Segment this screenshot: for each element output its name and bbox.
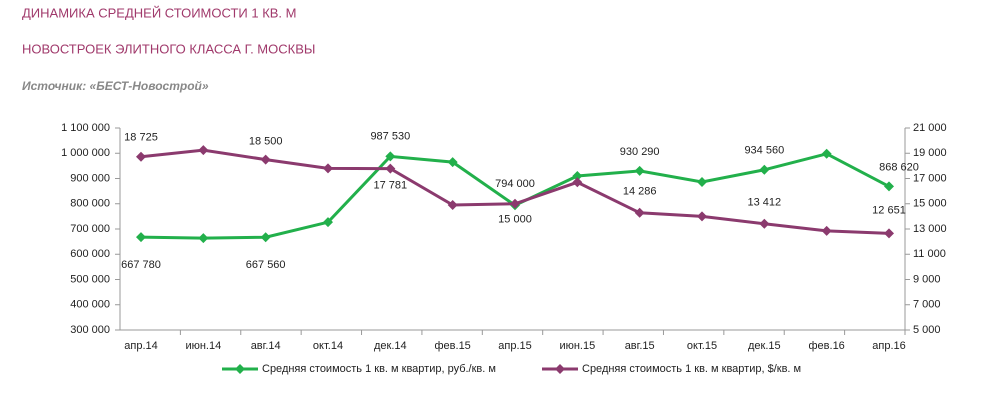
marker [260,232,271,243]
marker [759,164,770,175]
y-tick-label: 1 100 000 [61,122,110,134]
marker [447,200,458,211]
data-label: 18 725 [124,132,158,144]
marker [884,181,894,192]
y2-tick-label: 11 000 [913,248,946,260]
marker [198,233,209,244]
x-tick-label: авг.15 [625,340,655,352]
marker [821,148,832,159]
legend-label: Средняя стоимость 1 кв. м квартир, руб./… [262,363,496,375]
x-tick-label: окт.14 [313,340,343,352]
data-label: 667 560 [246,259,286,271]
x-tick-label: авг.14 [251,340,281,352]
marker [884,228,894,239]
x-tick-label: дек.15 [748,340,781,352]
marker [634,165,645,176]
y2-tick-label: 21 000 [913,122,947,134]
y-tick-label: 500 000 [70,273,110,285]
marker [385,163,396,174]
y2-tick-label: 9 000 [913,273,941,285]
x-tick-label: окт.15 [687,340,717,352]
marker [821,225,832,236]
data-label: 667 780 [121,259,161,271]
y2-tick-label: 17 000 [913,172,947,184]
data-label: 934 560 [744,145,784,157]
y-tick-label: 700 000 [70,223,110,235]
y-tick-label: 400 000 [70,299,110,311]
legend-marker [235,364,245,374]
marker [510,198,520,209]
y2-tick-label: 15 000 [913,198,947,210]
marker [323,217,333,228]
y2-tick-label: 19 000 [913,147,947,159]
marker [572,170,583,181]
x-tick-label: апр.16 [872,340,905,352]
marker [323,163,333,174]
x-tick-label: фев.16 [809,340,845,352]
y2-tick-label: 5 000 [913,324,941,336]
y2-tick-label: 13 000 [913,223,947,235]
data-label: 14 286 [623,186,657,198]
marker [572,177,583,188]
marker [136,232,146,243]
marker [136,151,146,162]
marker [697,211,707,222]
marker [385,151,396,162]
marker [198,145,209,156]
data-label: 12 651 [872,204,906,216]
y-tick-label: 900 000 [70,172,110,184]
y2-tick-label: 7 000 [913,299,941,311]
data-label: 13 412 [748,197,782,209]
marker [634,207,645,218]
y-tick-label: 800 000 [70,198,110,210]
source: Источник: «БЕСТ-Новострой» [22,79,209,93]
x-tick-label: фев.15 [435,340,471,352]
marker [260,154,271,165]
data-label: 868 620 [879,161,919,173]
data-label: 17 781 [374,180,408,192]
x-tick-label: апр.15 [498,340,531,352]
data-label: 18 500 [249,135,283,147]
y-tick-label: 1 000 000 [61,147,110,159]
data-label: 15 000 [498,214,532,226]
x-tick-label: дек.14 [374,340,407,352]
y-tick-label: 600 000 [70,248,110,260]
marker [697,177,707,188]
x-tick-label: июн.14 [185,340,221,352]
x-tick-label: июн.15 [559,340,595,352]
marker [447,157,458,168]
data-label: 930 290 [620,146,660,158]
data-label: 987 530 [370,130,410,142]
x-tick-label: апр.14 [124,340,157,352]
y-tick-label: 300 000 [70,324,110,336]
legend-label: Средняя стоимость 1 кв. м квартир, $/кв.… [582,363,801,375]
marker [759,218,770,229]
chart-subtitle: НОВОСТРОЕК ЭЛИТНОГО КЛАССА Г. МОСКВЫ [22,41,315,56]
data-label: 794 000 [495,178,535,190]
legend-marker [555,364,565,374]
chart-title: ДИНАМИКА СРЕДНЕЙ СТОИМОСТИ 1 КВ. М [22,5,297,20]
